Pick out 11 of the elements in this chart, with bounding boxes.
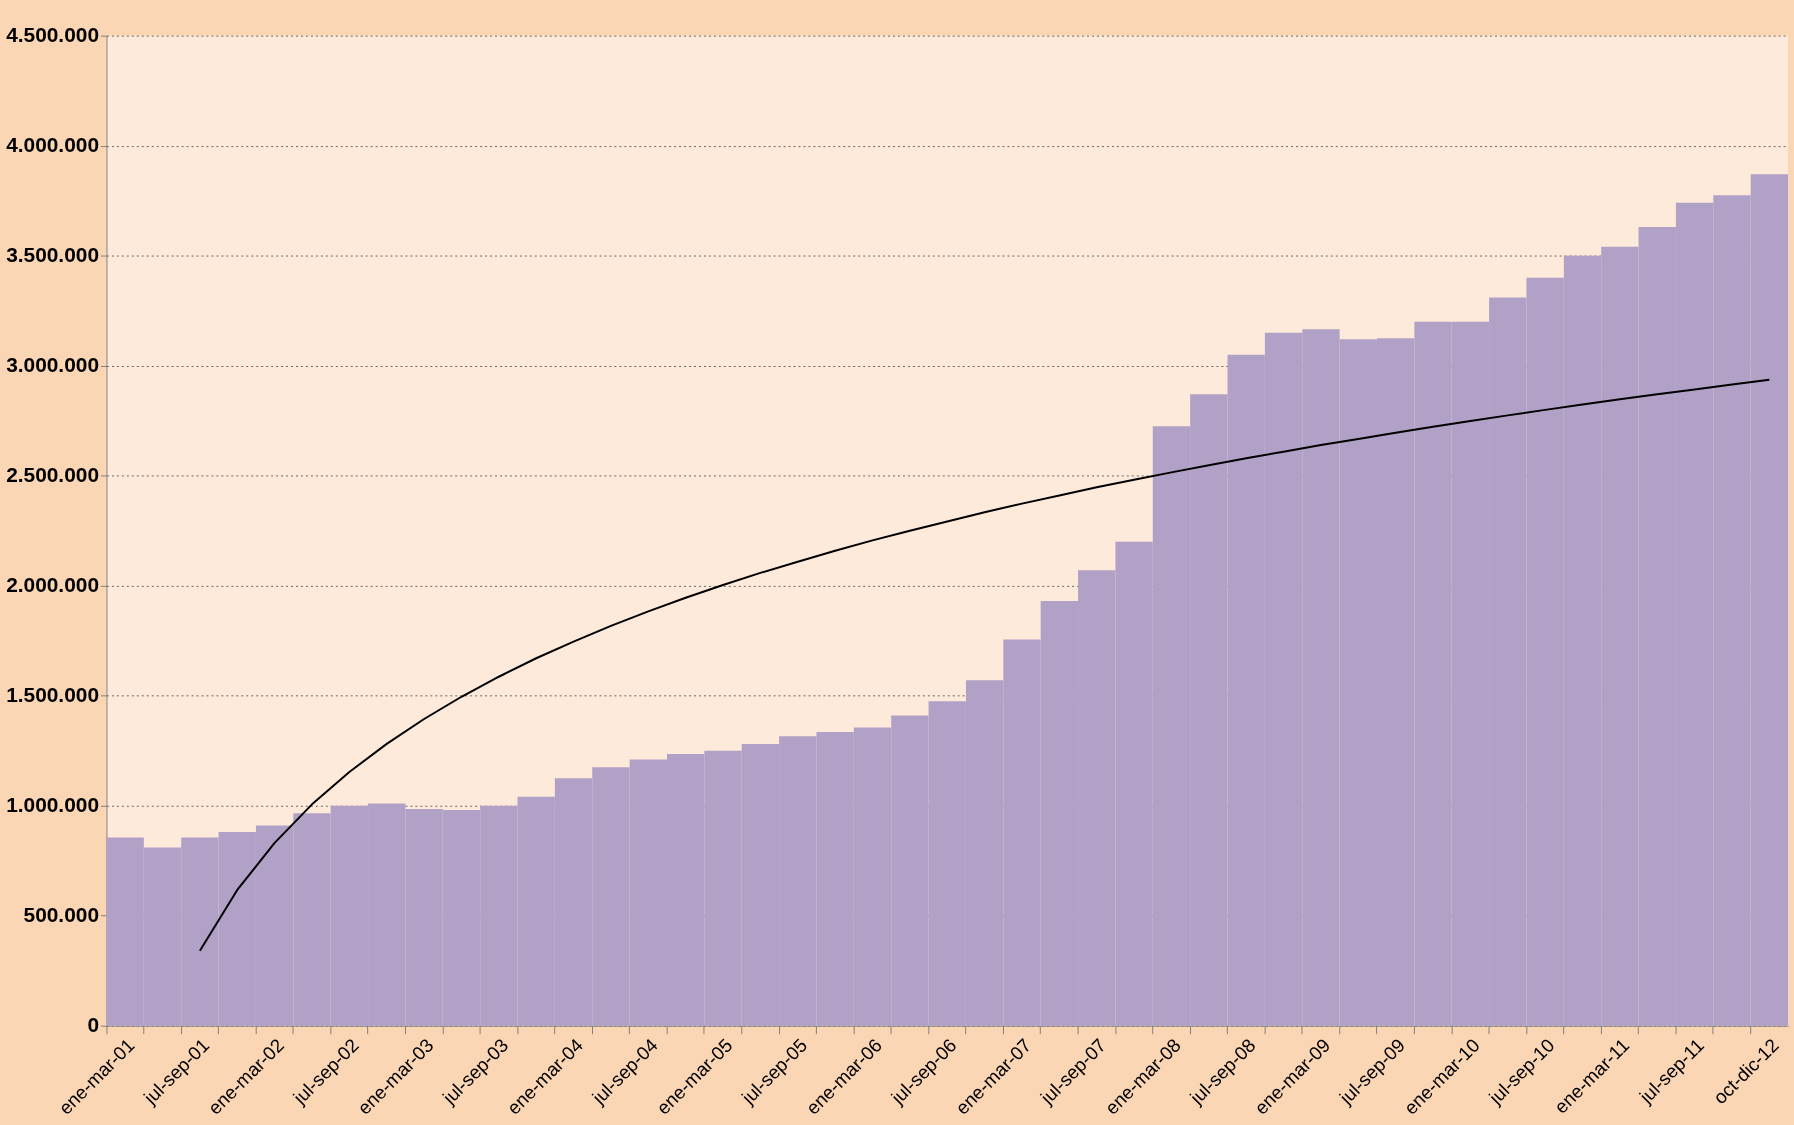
y-tick-label: 2.000.000 — [6, 573, 99, 597]
y-tick-label: 3.500.000 — [6, 243, 99, 267]
y-tick-label: 4.500.000 — [6, 23, 99, 47]
y-tick-label: 2.500.000 — [6, 463, 99, 487]
y-tick-label: 500.000 — [23, 903, 99, 927]
y-tick-label: 1.500.000 — [6, 683, 99, 707]
line-series — [198, 378, 1771, 952]
y-tick-label: 0 — [87, 1013, 99, 1037]
y-tick-label: 1.000.000 — [6, 793, 99, 817]
y-tick-label: 4.000.000 — [6, 133, 99, 157]
y-tick-label: 3.000.000 — [6, 353, 99, 377]
